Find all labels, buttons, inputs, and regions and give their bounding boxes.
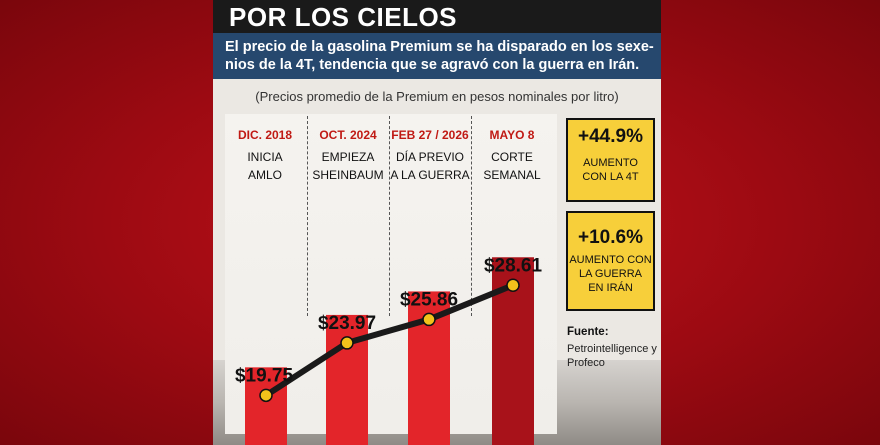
column-date: DIC. 2018 xyxy=(237,128,293,142)
column-date: MAYO 8 xyxy=(489,128,535,142)
column-label: INICIA AMLO xyxy=(247,150,283,182)
column-date: OCT. 2024 xyxy=(319,128,377,142)
source-title: Fuente: xyxy=(567,326,609,338)
bar xyxy=(245,367,287,445)
subtitle-bar: El precio de la gasolina Premium se ha d… xyxy=(213,33,661,79)
increase-percent: +44.9% xyxy=(578,126,643,147)
column-divider xyxy=(389,116,390,316)
price-marker xyxy=(506,278,520,293)
units-note: (Precios promedio de la Premium en pesos… xyxy=(255,89,619,104)
increase-box-war: +10.6% AUMENTO CON LA GUERRA EN IRÁN xyxy=(566,211,655,311)
value-label: $28.61 xyxy=(484,255,543,276)
chart-title: POR LOS CIELOS xyxy=(229,2,458,32)
price-marker xyxy=(422,312,436,327)
column-divider xyxy=(307,116,308,316)
price-marker xyxy=(259,388,273,403)
column-divider xyxy=(471,116,472,316)
increase-text: AUMENTO CON LA GUERRA EN IRÁN xyxy=(569,254,652,294)
value-label: $23.97 xyxy=(318,313,376,334)
price-trend-line xyxy=(264,282,515,398)
increase-percent: +10.6% xyxy=(578,227,643,248)
title-bar: POR LOS CIELOS xyxy=(213,0,661,33)
price-marker xyxy=(340,336,354,350)
column-label: CORTE SEMANAL xyxy=(483,150,541,182)
value-label: $19.75 xyxy=(235,365,294,386)
infographic-card: POR LOS CIELOS El precio de la gasolina … xyxy=(213,0,661,445)
value-label: $25.86 xyxy=(400,289,458,310)
increase-text: AUMENTO CON LA 4T xyxy=(582,157,639,183)
chart-plot: $19.75 $23.97 $25.86 $28.61 xyxy=(235,255,543,445)
column-date: FEB 27 / 2026 xyxy=(391,128,469,142)
chart-subtitle: El precio de la gasolina Premium se ha d… xyxy=(225,39,654,73)
increase-box-4t: +44.9% AUMENTO CON LA 4T xyxy=(566,118,655,202)
bar xyxy=(326,314,368,445)
column-label: EMPIEZA SHEINBAUM xyxy=(312,150,384,182)
column-label: DÍA PREVIO A LA GUERRA xyxy=(390,150,470,182)
source-text: Petrointelligence y Profeco xyxy=(567,343,657,369)
